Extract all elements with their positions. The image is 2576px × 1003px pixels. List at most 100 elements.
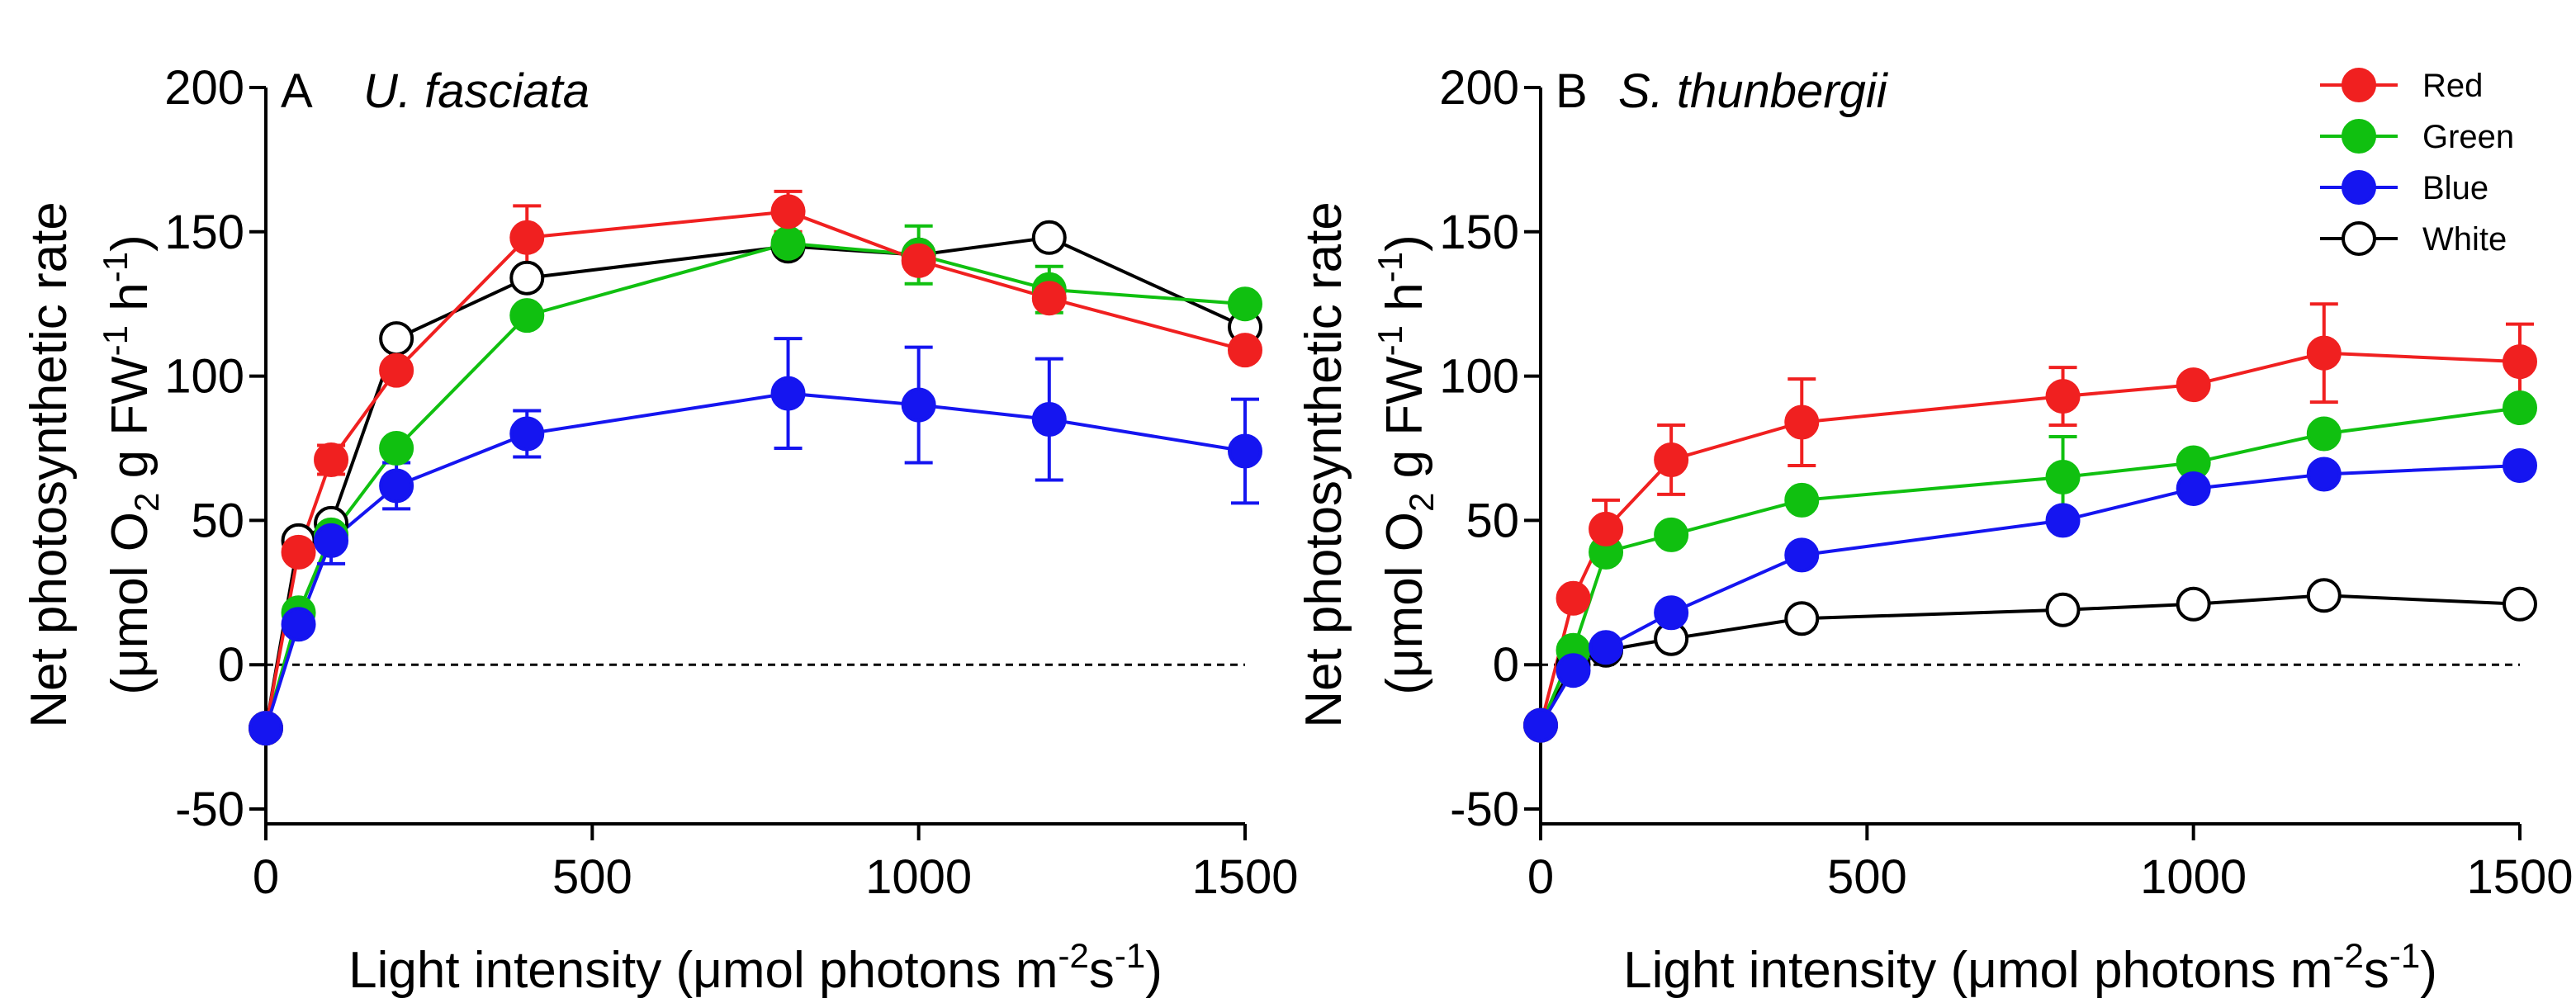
data-point-white [2045, 592, 2081, 627]
x-tick-label: 1500 [2466, 850, 2573, 904]
data-point-white [2503, 586, 2537, 622]
data-point-green [1784, 482, 1820, 518]
panel-title: S. thunbergii [1618, 64, 1889, 118]
y-tick-label: 150 [1439, 206, 1519, 259]
y-tick-label: -50 [1450, 783, 1519, 836]
y-axis-label-line2: (μmol O2 g FW-1 h-1) [1371, 234, 1441, 695]
legend-label-red: Red [2422, 68, 2483, 104]
data-point-red [2045, 379, 2081, 414]
data-point-red [1589, 511, 1624, 546]
data-point-blue [314, 523, 349, 558]
data-point-green [379, 431, 414, 466]
data-point-blue [1589, 630, 1624, 665]
legend-label-blue: Blue [2422, 170, 2488, 206]
y-axis-label-text: ) [102, 234, 159, 252]
x-axis-label-text: ) [1145, 942, 1163, 999]
x-tick-label: 1500 [1191, 850, 1298, 904]
data-point-green [1654, 517, 1689, 552]
legend-label-green: Green [2422, 119, 2514, 155]
x-tick-label: 0 [253, 850, 279, 904]
y-tick-label: 100 [164, 350, 244, 404]
data-point-green [2503, 390, 2537, 426]
series-line-red [264, 210, 1246, 729]
y-axis-label-line1: Net photosynthetic rate [1295, 201, 1352, 728]
data-point-white [509, 260, 545, 296]
y-axis-label-sub: 2 [1402, 493, 1441, 512]
data-point-red [1784, 405, 1820, 440]
data-point-red [2306, 335, 2342, 371]
y-axis-label-line2: (μmol O2 g FW-1 h-1) [96, 234, 166, 695]
data-point-blue [2306, 457, 2342, 492]
x-axis-label-sup: -1 [2389, 936, 2420, 975]
x-axis-label-sup: -2 [2332, 936, 2363, 975]
data-point-red [770, 194, 806, 229]
data-point-red [2503, 344, 2537, 380]
legend-marker-blue [2342, 170, 2376, 205]
y-tick-label: 200 [1439, 61, 1519, 115]
y-tick-label: 200 [164, 61, 244, 115]
x-tick-label: 1000 [2140, 850, 2247, 904]
data-point-red [1556, 580, 1591, 616]
y-tick-label: 50 [191, 494, 244, 547]
legend-marker-white [2342, 221, 2376, 256]
data-point-white [1784, 601, 1820, 636]
data-point-green [2306, 416, 2342, 452]
data-point-blue [281, 607, 316, 642]
data-point-white [2306, 578, 2342, 613]
x-axis-label-sup: -2 [1058, 936, 1088, 975]
x-axis-label-text: Light intensity (μmol photons m [348, 942, 1058, 999]
y-tick-label: 50 [1466, 494, 1519, 547]
x-axis-label-text: s [1089, 942, 1115, 999]
x-tick-label: 500 [552, 850, 632, 904]
y-tick-label: 100 [1439, 350, 1519, 404]
x-axis-label: Light intensity (μmol photons m-2s-1) [348, 936, 1163, 999]
y-axis-label-text: h [1376, 282, 1433, 325]
legend-marker-green [2342, 119, 2376, 154]
data-point-blue [1031, 402, 1067, 438]
data-point-green [1228, 286, 1262, 322]
data-point-blue [1523, 707, 1558, 743]
data-point-green [509, 298, 545, 334]
y-tick-label: 0 [1493, 638, 1519, 692]
panel-title: U. fasciata [363, 64, 590, 118]
data-point-red [281, 534, 316, 570]
y-axis-label-sub: 2 [127, 493, 166, 512]
data-point-blue [1654, 595, 1689, 631]
y-axis-label-sup: -1 [96, 325, 135, 356]
x-tick-label: 0 [1527, 850, 1554, 904]
data-point-red [2176, 367, 2211, 403]
x-axis-label-text: ) [2420, 942, 2437, 999]
x-axis-label-sup: -1 [1115, 936, 1145, 975]
y-axis-label-sup: -1 [1371, 325, 1409, 356]
data-point-red [901, 243, 936, 278]
y-axis-label-text: ) [1376, 234, 1433, 252]
data-point-blue [2045, 503, 2081, 538]
data-point-red [1031, 281, 1067, 316]
y-axis-label-sup: -1 [1371, 252, 1409, 282]
data-point-blue [2176, 471, 2211, 506]
x-tick-label: 1000 [865, 850, 972, 904]
y-tick-label: 0 [218, 638, 244, 692]
y-axis-label-text: (μmol O [1376, 512, 1433, 695]
series-line-blue [1539, 463, 2521, 726]
y-axis-label-text: (μmol O [102, 512, 159, 695]
data-point-blue [1784, 537, 1820, 573]
x-axis-label: Light intensity (μmol photons m-2s-1) [1623, 936, 2437, 999]
data-point-white [379, 321, 414, 357]
legend: Red Green Blue White [2320, 68, 2514, 258]
data-point-blue [901, 387, 936, 423]
y-axis-label-text: g FW [1376, 356, 1433, 493]
data-point-red [1228, 333, 1262, 368]
data-point-red [314, 442, 349, 477]
x-axis-label-text: Light intensity (μmol photons m [1623, 942, 2332, 999]
data-point-blue [379, 468, 414, 504]
data-point-white [1031, 220, 1067, 255]
data-point-green [770, 225, 806, 261]
data-point-white [2176, 586, 2211, 622]
y-tick-label: 150 [164, 206, 244, 259]
data-point-green [2045, 459, 2081, 494]
y-axis-label-text: g FW [102, 356, 159, 493]
